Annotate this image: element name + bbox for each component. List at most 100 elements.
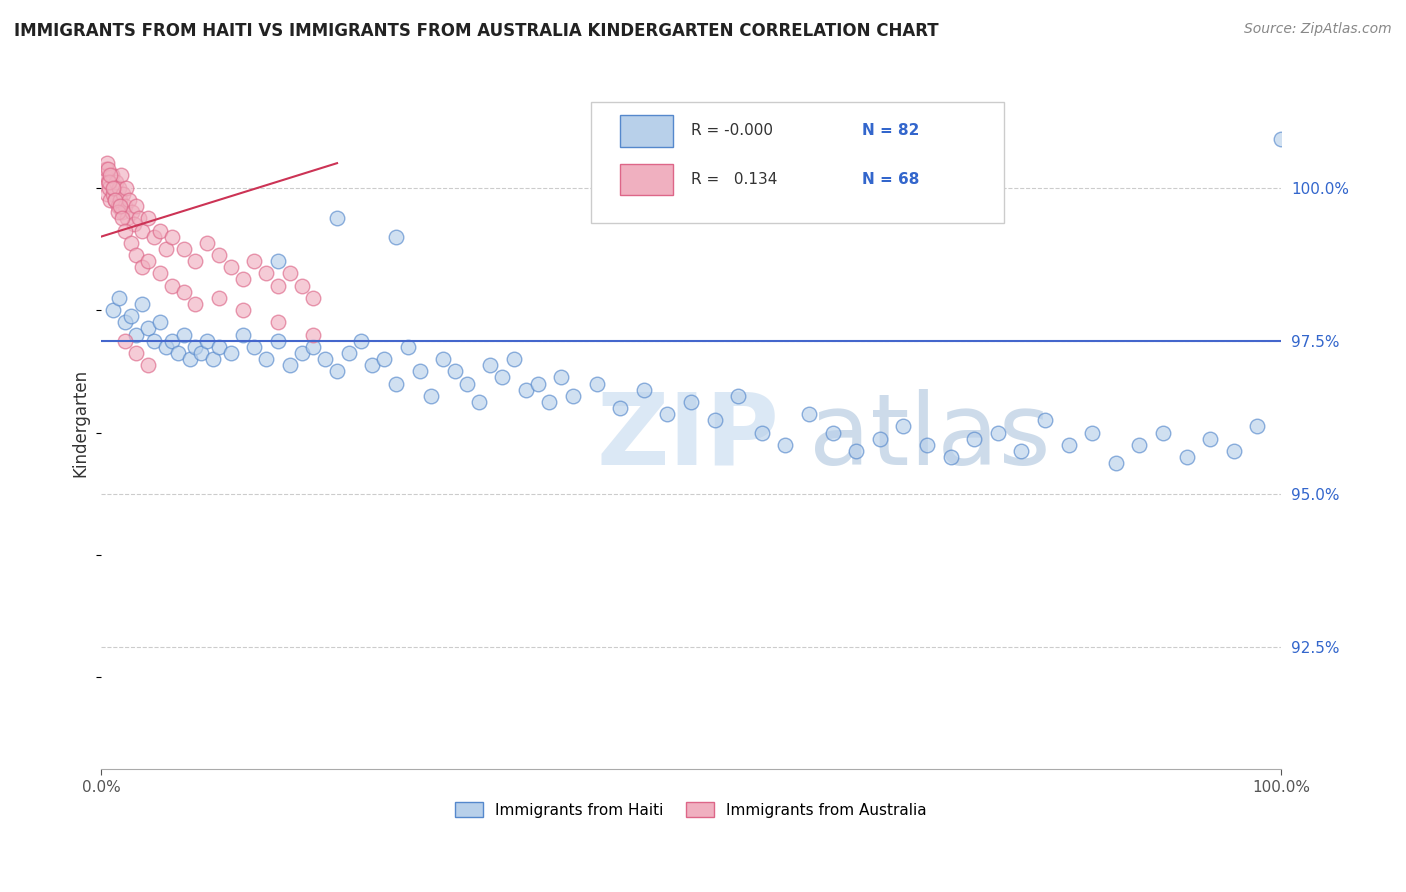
Point: [125, 199, 148, 213]
Point: [179, 352, 201, 367]
FancyBboxPatch shape: [591, 102, 1004, 223]
Point: [111, 211, 134, 226]
Point: [515, 383, 537, 397]
Point: [149, 315, 172, 329]
Point: [232, 272, 254, 286]
Point: [633, 383, 655, 397]
Point: [987, 425, 1010, 440]
Point: [208, 291, 231, 305]
Text: N = 68: N = 68: [862, 171, 920, 186]
Point: [797, 407, 820, 421]
Legend: Immigrants from Haiti, Immigrants from Australia: Immigrants from Haiti, Immigrants from A…: [450, 796, 932, 824]
Point: [122, 218, 145, 232]
Point: [337, 346, 360, 360]
Point: [456, 376, 478, 391]
Point: [96, 156, 118, 170]
Text: N = 82: N = 82: [862, 123, 920, 138]
Point: [195, 334, 218, 348]
Point: [125, 327, 148, 342]
Point: [1152, 425, 1174, 440]
Point: [195, 235, 218, 250]
Point: [314, 352, 336, 367]
Point: [408, 364, 430, 378]
Point: [108, 193, 131, 207]
Point: [115, 211, 138, 226]
Point: [254, 352, 277, 367]
Point: [1128, 438, 1150, 452]
Point: [291, 346, 314, 360]
Point: [302, 291, 325, 305]
Text: R =   0.134: R = 0.134: [692, 171, 778, 186]
Point: [219, 346, 242, 360]
Point: [609, 401, 631, 415]
Point: [915, 438, 938, 452]
Point: [267, 315, 290, 329]
Point: [267, 254, 290, 268]
Point: [136, 321, 159, 335]
Point: [939, 450, 962, 464]
Point: [444, 364, 467, 378]
Point: [143, 229, 166, 244]
Point: [202, 352, 225, 367]
Point: [93, 169, 115, 183]
Point: [110, 169, 132, 183]
Bar: [620, 115, 673, 146]
Point: [302, 327, 325, 342]
Bar: [620, 164, 673, 195]
Point: [232, 303, 254, 318]
Point: [125, 248, 148, 262]
Point: [291, 278, 314, 293]
Point: [350, 334, 373, 348]
Point: [1270, 131, 1292, 145]
Point: [149, 223, 172, 237]
Point: [775, 438, 797, 452]
Point: [131, 260, 153, 275]
Point: [136, 211, 159, 226]
Point: [112, 186, 135, 201]
Point: [278, 358, 301, 372]
Point: [94, 162, 117, 177]
Point: [503, 352, 526, 367]
Point: [173, 285, 195, 299]
Point: [101, 186, 124, 201]
Point: [104, 193, 127, 207]
Point: [114, 199, 136, 213]
Point: [845, 444, 868, 458]
Point: [396, 340, 419, 354]
Point: [326, 364, 349, 378]
Point: [326, 211, 349, 226]
Point: [232, 327, 254, 342]
Point: [1105, 456, 1128, 470]
Point: [657, 407, 679, 421]
Point: [107, 205, 129, 219]
Point: [278, 266, 301, 280]
Point: [1246, 419, 1268, 434]
Point: [184, 254, 207, 268]
Point: [963, 432, 986, 446]
Point: [385, 229, 408, 244]
Point: [703, 413, 725, 427]
Point: [114, 334, 136, 348]
Point: [254, 266, 277, 280]
Point: [107, 291, 129, 305]
Point: [1057, 438, 1080, 452]
Point: [420, 389, 443, 403]
Point: [97, 175, 120, 189]
Text: IMMIGRANTS FROM HAITI VS IMMIGRANTS FROM AUSTRALIA KINDERGARTEN CORRELATION CHAR: IMMIGRANTS FROM HAITI VS IMMIGRANTS FROM…: [14, 22, 939, 40]
Point: [143, 334, 166, 348]
Point: [373, 352, 395, 367]
Point: [125, 346, 148, 360]
Point: [491, 370, 513, 384]
Point: [98, 175, 121, 189]
Point: [267, 278, 290, 293]
Point: [160, 278, 183, 293]
Point: [893, 419, 915, 434]
Point: [107, 199, 129, 213]
Point: [166, 346, 188, 360]
Point: [550, 370, 572, 384]
Point: [120, 235, 142, 250]
Point: [105, 175, 128, 189]
Point: [562, 389, 585, 403]
Point: [1223, 444, 1246, 458]
Point: [585, 376, 607, 391]
